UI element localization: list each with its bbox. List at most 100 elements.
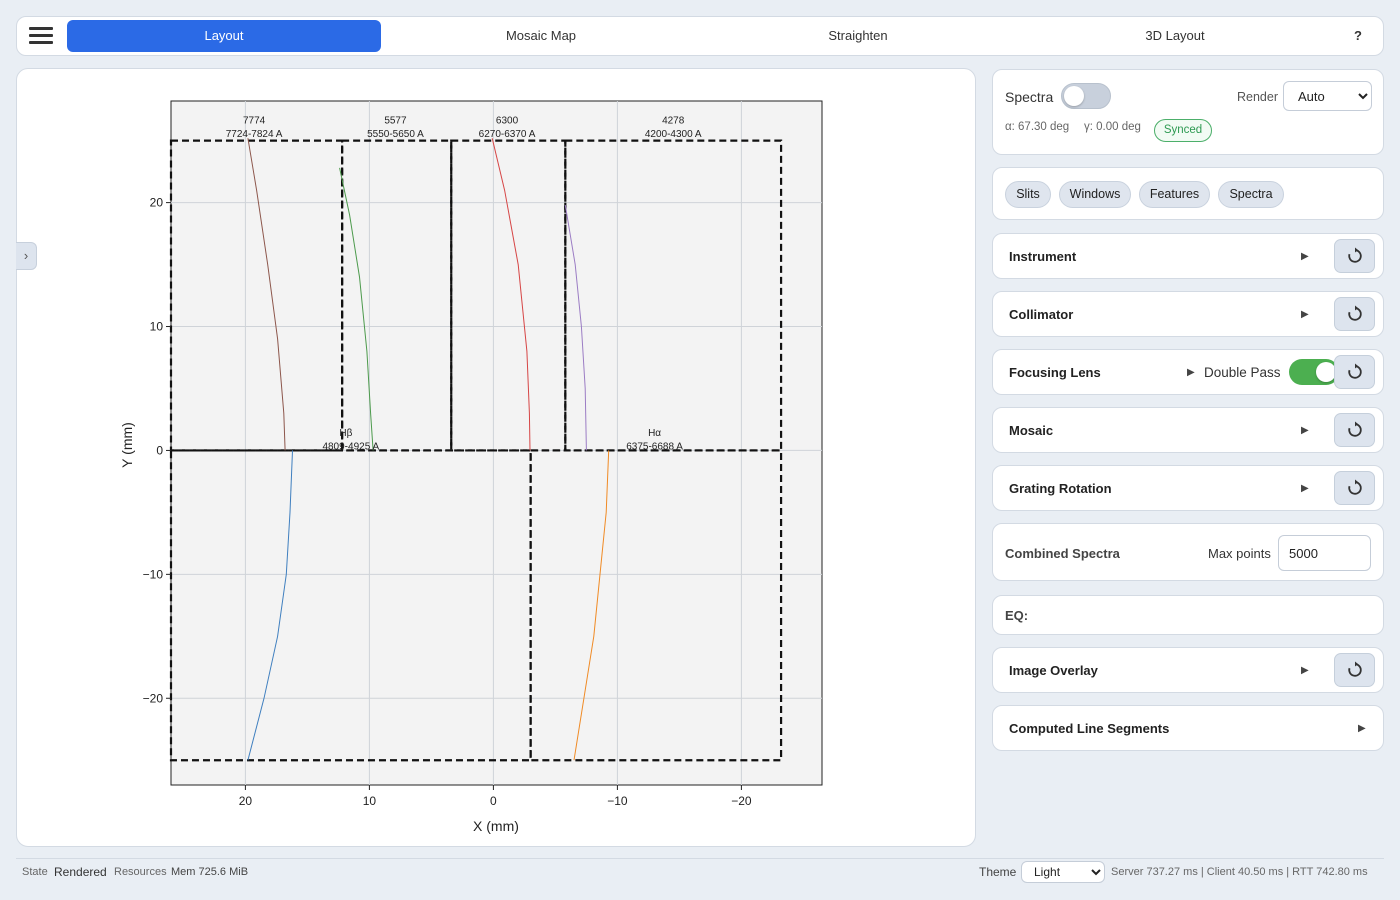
spectrum-line xyxy=(247,450,293,761)
plot-annotation: 4200-4300 A xyxy=(645,129,702,140)
reset-button[interactable] xyxy=(1334,239,1375,273)
render-select[interactable]: Auto xyxy=(1283,81,1372,111)
plot-annotation: 5550-5650 A xyxy=(367,129,424,140)
tab-straighten[interactable]: Straighten xyxy=(828,28,888,43)
section-mosaic[interactable]: Mosaic ▶ xyxy=(992,407,1384,453)
plot-annotation: 6375-6688 A xyxy=(626,441,683,452)
expand-arrow-icon[interactable]: ▶ xyxy=(1301,309,1309,320)
detector-window-rect xyxy=(169,449,532,762)
detector-window-rect xyxy=(529,449,783,762)
spectra-label: Spectra xyxy=(1005,89,1054,105)
plot-area xyxy=(170,100,823,786)
section-computed-line-segments[interactable]: Computed Line Segments ▶ xyxy=(992,705,1384,751)
expand-arrow-icon[interactable]: ▶ xyxy=(1301,665,1309,676)
expand-arrow-icon[interactable]: ▶ xyxy=(1358,723,1366,734)
spectrum-line xyxy=(339,167,374,451)
section-image-overlay[interactable]: Image Overlay ▶ xyxy=(992,647,1384,693)
spectra-card: Spectra Render Auto α: 67.30 deg γ: 0.00… xyxy=(992,69,1384,155)
detector-window-rect xyxy=(169,139,344,452)
theme-select[interactable]: Light xyxy=(1021,861,1105,883)
synced-badge: Synced xyxy=(1154,119,1212,142)
expand-arrow-icon[interactable]: ▶ xyxy=(1301,483,1309,494)
reset-icon xyxy=(1347,305,1362,321)
section-focusing-lens[interactable]: Focusing Lens ▶ Double Pass xyxy=(992,349,1384,395)
plot-annotation: Hβ xyxy=(339,428,352,439)
section-title: Collimator xyxy=(1009,307,1074,322)
plot-annotation: 7724-7824 A xyxy=(226,129,283,140)
section-instrument[interactable]: Instrument ▶ xyxy=(992,233,1384,279)
chip-slits[interactable]: Slits xyxy=(1005,181,1051,208)
reset-icon xyxy=(1347,421,1362,437)
plot-annotation: 6300 xyxy=(496,116,519,127)
plot-panel: 20 10 0 −10 −20 20 10 0 −10 −20 7774 7724-7824 A 55… xyxy=(16,68,976,847)
reset-icon xyxy=(1347,479,1362,495)
alpha-readout: α: 67.30 deg xyxy=(1005,121,1070,133)
expand-arrow-icon[interactable]: ▶ xyxy=(1187,367,1195,378)
y-tick-label: 0 xyxy=(156,443,163,457)
timing-readout: Server 737.27 ms | Client 40.50 ms | RTT… xyxy=(1111,866,1368,878)
render-label: Render xyxy=(1237,90,1278,104)
y-axis-label: Y (mm) xyxy=(119,422,135,468)
y-tick-label: −10 xyxy=(143,567,164,581)
reset-button[interactable] xyxy=(1334,355,1375,389)
chip-spectra[interactable]: Spectra xyxy=(1218,181,1284,208)
section-title: Instrument xyxy=(1009,249,1077,264)
double-pass-toggle[interactable] xyxy=(1289,359,1339,385)
tab-mosaic-map[interactable]: Mosaic Map xyxy=(505,28,577,43)
tab-3d-layout[interactable]: 3D Layout xyxy=(1145,28,1205,43)
plot-annotation: 4278 xyxy=(662,116,685,127)
spectrum-line xyxy=(573,450,610,761)
chip-windows[interactable]: Windows xyxy=(1059,181,1131,208)
theme-label: Theme xyxy=(979,865,1017,879)
sidebar-expand-toggle[interactable]: › xyxy=(16,242,37,270)
help-button[interactable]: ? xyxy=(1354,28,1362,43)
eq-label: EQ: xyxy=(1005,608,1029,623)
section-title: Computed Line Segments xyxy=(1009,721,1170,736)
eq-card: EQ: xyxy=(992,595,1384,635)
reset-icon xyxy=(1347,661,1362,677)
x-tick-label: 10 xyxy=(363,794,377,808)
top-tab-bar: Layout Mosaic Map Straighten 3D Layout ? xyxy=(16,16,1384,56)
reset-button[interactable] xyxy=(1334,413,1375,447)
filter-chips-card: Slits Windows Features Spectra xyxy=(992,167,1384,220)
section-title: Grating Rotation xyxy=(1009,481,1112,496)
spectra-toggle[interactable] xyxy=(1061,83,1111,109)
chip-features[interactable]: Features xyxy=(1139,181,1210,208)
spectrum-line xyxy=(491,138,531,451)
max-points-label: Max points xyxy=(1208,546,1271,561)
spectrum-line xyxy=(247,138,286,451)
status-footer: State Rendered Resources Mem 725.6 MiB T… xyxy=(16,858,1384,886)
resources-label: Resources xyxy=(114,866,167,878)
max-points-input[interactable] xyxy=(1278,535,1371,571)
combined-spectra-card: Combined Spectra Max points xyxy=(992,523,1384,581)
reset-button[interactable] xyxy=(1334,471,1375,505)
reset-button[interactable] xyxy=(1334,297,1375,331)
x-tick-label: −20 xyxy=(731,794,752,808)
x-tick-label: −10 xyxy=(607,794,628,808)
x-axis-label: X (mm) xyxy=(473,818,519,834)
plot-annotation: 7774 xyxy=(243,116,266,127)
x-tick-label: 0 xyxy=(490,794,497,808)
y-tick-label: −20 xyxy=(143,691,164,705)
memory-readout: Mem 725.6 MiB xyxy=(171,866,249,878)
hamburger-menu-icon[interactable] xyxy=(27,24,55,48)
layout-plot[interactable]: 20 10 0 −10 −20 20 10 0 −10 −20 7774 7724-7824 A 55… xyxy=(17,69,976,847)
section-title: Image Overlay xyxy=(1009,663,1098,678)
section-collimator[interactable]: Collimator ▶ xyxy=(992,291,1384,337)
tab-layout[interactable]: Layout xyxy=(67,20,381,52)
section-grating-rotation[interactable]: Grating Rotation ▶ xyxy=(992,465,1384,511)
detector-window-rect xyxy=(564,139,783,452)
combined-spectra-title: Combined Spectra xyxy=(1005,546,1120,561)
plot-annotation: 5577 xyxy=(384,116,407,127)
double-pass-label: Double Pass xyxy=(1204,365,1281,380)
expand-arrow-icon[interactable]: ▶ xyxy=(1301,425,1309,436)
y-tick-label: 20 xyxy=(150,196,164,210)
plot-annotation: 4809-4925 A xyxy=(322,441,379,452)
section-title: Focusing Lens xyxy=(1009,365,1101,380)
state-value: Rendered xyxy=(54,865,107,879)
state-label: State xyxy=(22,866,48,878)
spectrum-line xyxy=(564,205,587,451)
reset-button[interactable] xyxy=(1334,653,1375,687)
expand-arrow-icon[interactable]: ▶ xyxy=(1301,251,1309,262)
gamma-readout: γ: 0.00 deg xyxy=(1084,121,1141,133)
